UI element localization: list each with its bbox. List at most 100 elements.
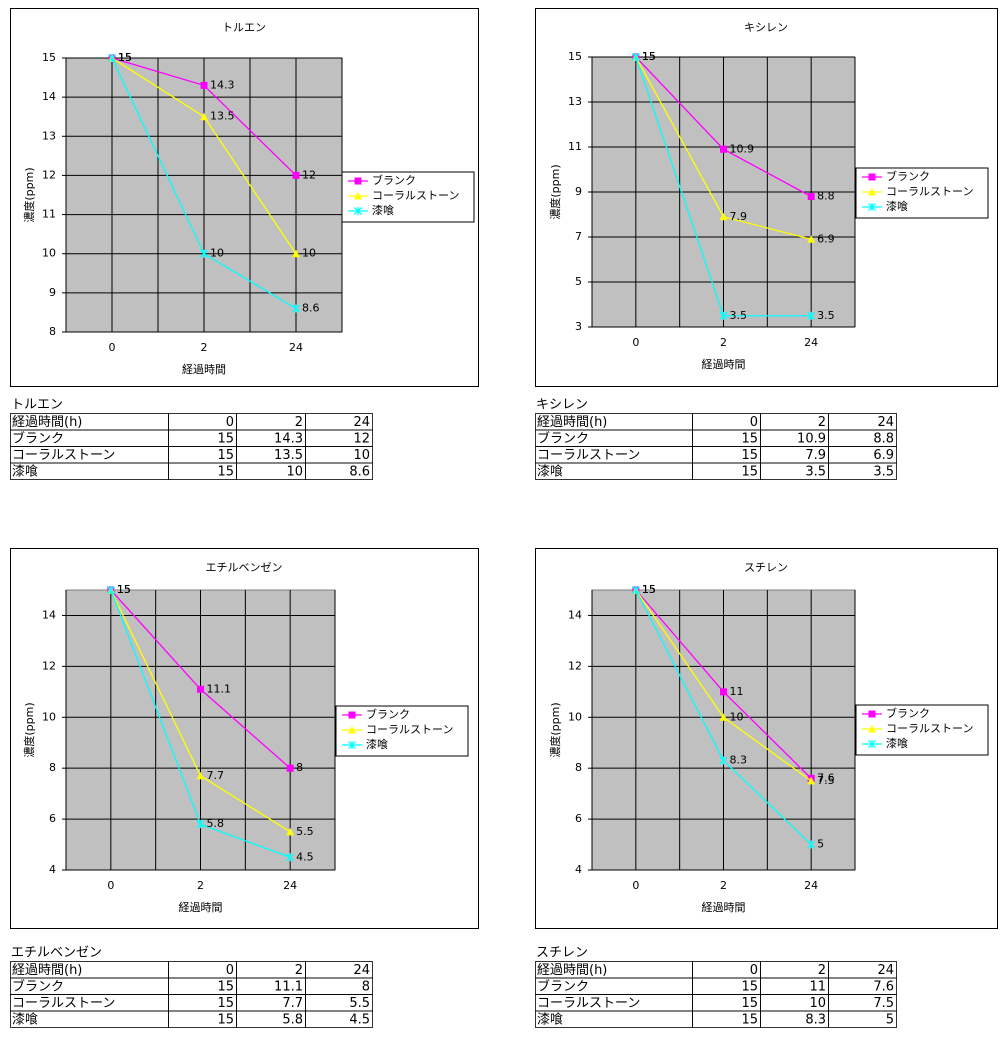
- y-tick-label: 15: [42, 51, 56, 64]
- y-tick-label: 12: [42, 659, 56, 672]
- marker: [197, 685, 204, 693]
- table-title: エチルベンゼン: [11, 946, 102, 961]
- y-tick-label: 10: [42, 247, 56, 260]
- y-tick-label: 9: [49, 286, 56, 299]
- y-tick-label: 15: [568, 50, 582, 63]
- legend-label: コーラルストーン: [886, 185, 973, 198]
- table-cell-text: 漆喰: [12, 1011, 38, 1027]
- data-label: 15: [642, 50, 656, 63]
- table-cell-text: 15: [741, 448, 758, 463]
- table-cell-text: 6.9: [873, 448, 894, 463]
- y-tick-label: 8: [49, 325, 56, 338]
- marker: [348, 711, 356, 719]
- legend-frame: [855, 704, 989, 756]
- marker: [719, 713, 728, 721]
- table-cell-text: 15: [217, 448, 234, 463]
- y-axis-label: 濃度(ppm): [22, 702, 36, 757]
- table-cell-text: 8.3: [805, 1012, 826, 1027]
- x-tick-label: 24: [289, 341, 303, 354]
- x-axis-label: 経過時間: [702, 901, 746, 914]
- data-label: 8.3: [730, 754, 748, 767]
- y-tick-label: 12: [568, 659, 582, 672]
- y-tick-label: 4: [49, 863, 56, 876]
- data-label: 10: [302, 247, 316, 260]
- legend-label: コーラルストーン: [372, 189, 459, 202]
- y-axis-label: 濃度(ppm): [22, 167, 36, 222]
- table-cell-text: 24: [353, 963, 370, 978]
- table-cell-text: 0: [750, 963, 758, 978]
- chart-title: エチルベンゼン: [206, 561, 283, 574]
- table-cell-text: 15: [741, 464, 758, 479]
- table-cell-text: 3.5: [805, 464, 826, 479]
- legend-label: コーラルストーン: [886, 722, 973, 735]
- data-label: 3.5: [730, 309, 748, 322]
- data-label: 7.9: [730, 210, 748, 223]
- marker: [200, 249, 208, 258]
- marker: [108, 54, 116, 62]
- marker: [354, 192, 362, 200]
- data-label: 15: [118, 51, 132, 64]
- data-label: 14.3: [210, 78, 235, 91]
- marker: [292, 304, 300, 313]
- table-cell-text: 8: [362, 979, 370, 994]
- table-cell-text: 11: [809, 979, 826, 994]
- data-label: 15: [118, 51, 132, 64]
- data-label: 15: [642, 50, 656, 63]
- table-cell-text: 5.8: [282, 1012, 303, 1027]
- data-label: 15: [642, 583, 656, 596]
- data-label: 10: [210, 247, 224, 260]
- table-cell-text: 5: [886, 1012, 894, 1027]
- marker: [200, 81, 208, 89]
- table-cell-text: 24: [877, 415, 894, 430]
- table-cell-text: 0: [226, 963, 234, 978]
- data-label: 7.6: [817, 771, 835, 784]
- table-cell-text: ブランク: [12, 978, 64, 994]
- table-cell-text: 15: [741, 996, 758, 1011]
- data-label: 8.6: [302, 302, 320, 315]
- table-cell-text: 7.7: [282, 996, 303, 1011]
- marker: [868, 173, 876, 181]
- data-label: 7.5: [817, 774, 835, 787]
- table-cell-text: 10: [809, 996, 826, 1011]
- chart-title: トルエン: [222, 21, 266, 34]
- x-axis-label: 経過時間: [182, 363, 226, 376]
- marker: [348, 726, 356, 734]
- marker: [286, 827, 295, 836]
- marker: [196, 820, 205, 829]
- marker: [348, 741, 356, 749]
- table-cell: [305, 1010, 373, 1028]
- legend-label: 漆喰: [372, 203, 394, 217]
- x-tick-label: 0: [109, 341, 116, 354]
- marker: [868, 203, 876, 211]
- marker: [719, 756, 728, 765]
- marker: [286, 853, 295, 862]
- table-cell-text: 7.9: [805, 448, 826, 463]
- x-tick-label: 2: [720, 879, 727, 892]
- marker: [807, 311, 816, 320]
- data-label: 3.5: [817, 309, 835, 322]
- table-cell-text: 8.8: [873, 431, 894, 446]
- table-cell-text: 15: [217, 1012, 234, 1027]
- marker: [720, 145, 727, 153]
- table-cell-text: コーラルストーン: [537, 996, 640, 1011]
- table-cell-text: ブランク: [537, 978, 589, 994]
- x-axis-label: 経過時間: [179, 901, 223, 914]
- y-tick-label: 11: [568, 140, 582, 153]
- marker: [719, 311, 728, 320]
- data-label: 12: [302, 168, 316, 181]
- legend-label: ブランク: [886, 706, 930, 720]
- table-cell-text: 13.5: [274, 448, 303, 463]
- table-cell-text: 12: [353, 431, 370, 446]
- table-cell-text: 5.5: [349, 996, 370, 1011]
- y-tick-label: 12: [42, 168, 56, 181]
- x-tick-label: 2: [201, 341, 208, 354]
- table-cell-text: 15: [217, 464, 234, 479]
- table-cell-text: 2: [295, 415, 303, 430]
- marker: [106, 586, 115, 594]
- table-cell-text: コーラルストーン: [12, 448, 115, 463]
- data-label: 4.5: [296, 850, 314, 863]
- table-cell-text: 14.3: [274, 431, 303, 446]
- table-cell-text: 15: [217, 979, 234, 994]
- y-axis-label: 濃度(ppm): [548, 164, 562, 219]
